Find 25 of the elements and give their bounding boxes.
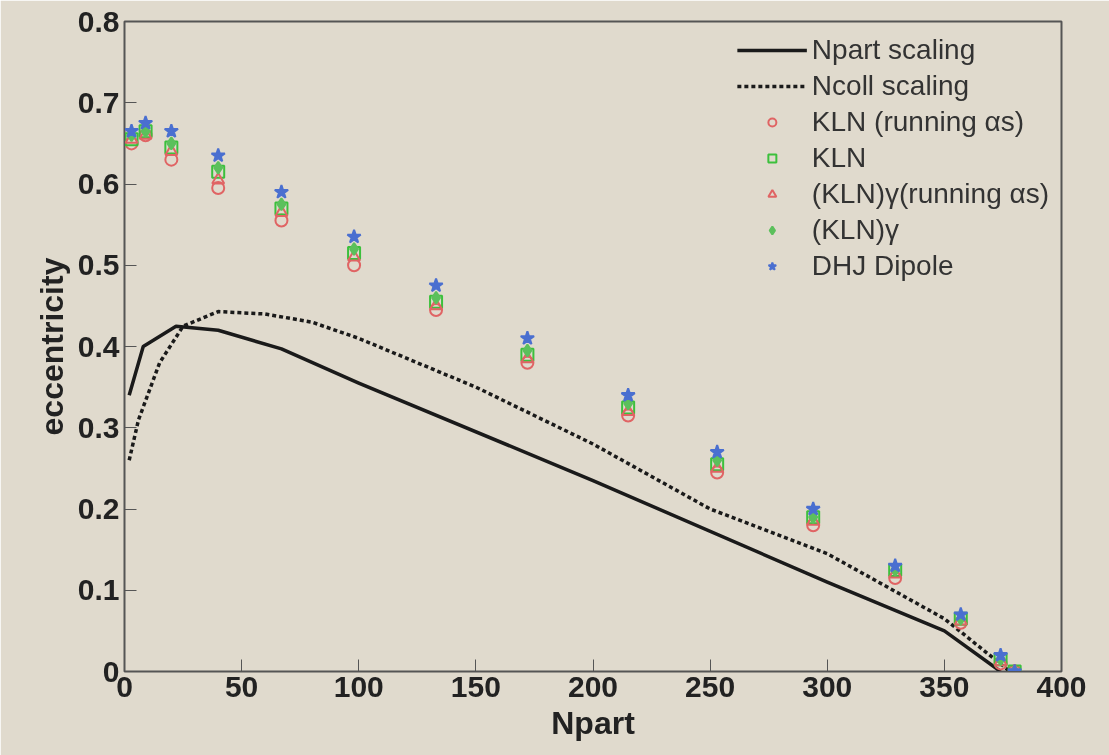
x-tick-label: 100 — [333, 669, 384, 703]
x-tick-label: 350 — [919, 669, 970, 703]
x-tick-label: 400 — [1036, 669, 1087, 703]
legend-label: KLN (running αs) — [811, 105, 1025, 139]
y-tick-label: 0.1 — [77, 573, 120, 607]
legend-label: (KLN)γ — [811, 213, 899, 247]
y-tick-label: 0.6 — [77, 167, 120, 200]
legend-label: KLN — [811, 141, 867, 175]
y-tick-label: 0.2 — [77, 492, 120, 525]
legend-label: Npart scaling — [811, 33, 976, 67]
x-axis-title: Npart — [551, 704, 636, 741]
x-tick-label: 300 — [802, 669, 853, 703]
y-tick-label: 0.7 — [77, 85, 120, 119]
y-tick-label: 0.4 — [77, 329, 120, 363]
legend-label: (KLN)γ(running αs) — [811, 177, 1049, 211]
legend-label: Ncoll scaling — [811, 69, 970, 103]
x-tick-label: 50 — [224, 669, 259, 703]
x-tick-label: 150 — [450, 669, 501, 703]
y-tick-label: 0.5 — [77, 248, 120, 282]
legend-label: DHJ Dipole — [811, 249, 954, 283]
x-tick-label: 250 — [685, 669, 736, 703]
x-tick-label: 200 — [567, 669, 619, 703]
y-tick-label: 0.3 — [77, 410, 120, 444]
y-axis-title: eccentricity — [33, 257, 70, 436]
y-tick-label: 0.8 — [77, 4, 120, 38]
